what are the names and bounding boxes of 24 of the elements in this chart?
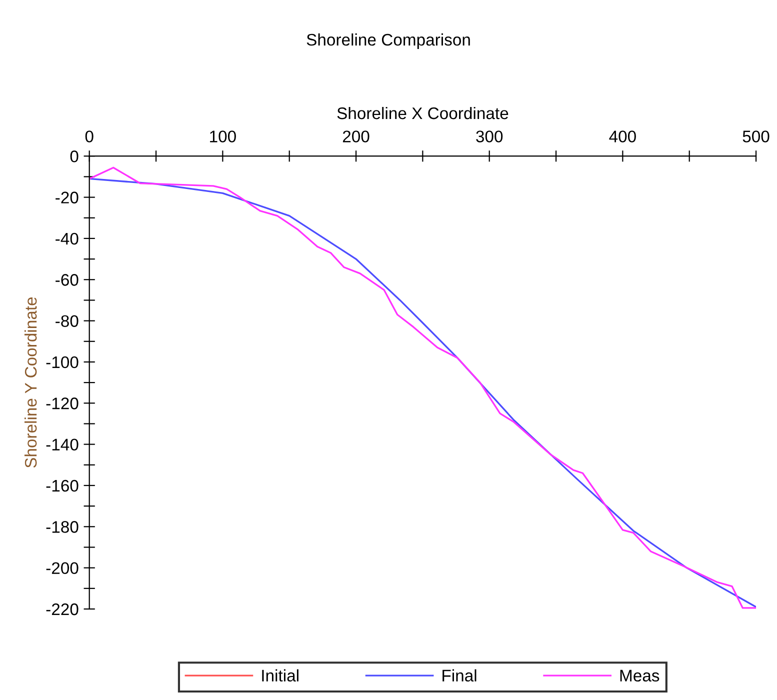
y-tick-label: 0 [70, 150, 78, 162]
y-tick-label: -160 [46, 480, 78, 492]
y-tick-label: -200 [46, 562, 78, 574]
y-tick-label: -40 [56, 232, 78, 245]
y-tick-label: -60 [56, 274, 78, 286]
x-tick-label: 200 [342, 130, 370, 142]
y-tick-label: -220 [46, 603, 78, 616]
y-tick-label: -20 [56, 192, 78, 204]
x-tick-label: 300 [476, 130, 503, 142]
x-tick-label: 500 [742, 130, 770, 142]
x-tick-label: 400 [609, 130, 636, 142]
y-axis-title: Shoreline Y Coordinate [24, 297, 37, 468]
y-tick-label: -120 [46, 398, 78, 410]
legend-label: Initial [262, 669, 298, 682]
x-tick-label: 100 [210, 130, 236, 142]
y-tick-label: -80 [56, 315, 78, 327]
legend-label: Final [442, 669, 476, 682]
legend-label: Meas [620, 670, 660, 682]
x-axis-title: Shoreline X Coordinate [337, 106, 508, 120]
x-tick-label: 0 [85, 130, 94, 142]
y-tick-label: -180 [46, 521, 78, 533]
y-tick-label: -100 [46, 356, 78, 368]
y-tick-label: -140 [46, 438, 78, 451]
chart-title: Shoreline Comparison [306, 33, 470, 49]
